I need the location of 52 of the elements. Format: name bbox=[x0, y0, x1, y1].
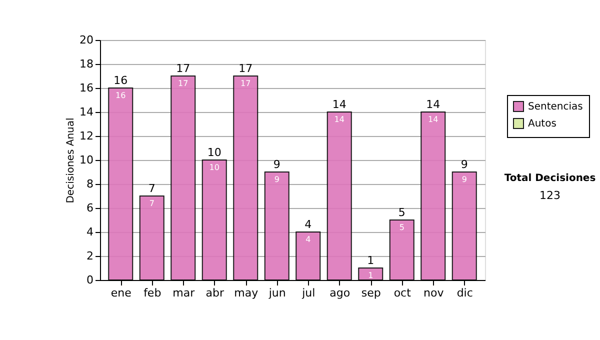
data-label: 14 bbox=[428, 115, 438, 124]
total-label: 14 bbox=[332, 98, 346, 111]
data-label: 5 bbox=[399, 223, 404, 232]
x-tick-label: jun bbox=[268, 286, 286, 300]
total-label: 1 bbox=[367, 254, 374, 267]
x-tick-label: nov bbox=[424, 286, 444, 300]
data-label: 1 bbox=[368, 271, 374, 280]
data-label: 14 bbox=[334, 115, 344, 124]
y-axis-title: Decisiones Anual bbox=[66, 118, 77, 204]
y-tick-label: 4 bbox=[86, 226, 94, 238]
y-tick-label: 12 bbox=[80, 130, 94, 142]
total-label: 17 bbox=[176, 62, 190, 75]
y-tick-label: 8 bbox=[86, 178, 94, 190]
x-tick-label: ago bbox=[330, 286, 350, 300]
total-label: 7 bbox=[148, 182, 156, 195]
total-label: 5 bbox=[398, 206, 406, 219]
y-tick-label: 16 bbox=[80, 82, 94, 94]
text: 123 bbox=[540, 189, 560, 202]
x-tick-label: sep bbox=[361, 286, 381, 300]
data-label: 9 bbox=[462, 175, 467, 184]
data-label: 10 bbox=[209, 163, 220, 172]
total-label: 14 bbox=[426, 98, 440, 111]
total-label: 9 bbox=[460, 158, 468, 171]
text: Total Decisiones bbox=[504, 173, 596, 184]
y-tick-label: 2 bbox=[86, 250, 94, 262]
data-label: 17 bbox=[178, 79, 188, 88]
legend-label: Sentencias bbox=[528, 102, 583, 112]
x-tick-label: dic bbox=[456, 286, 473, 300]
y-tick-label: 20 bbox=[80, 34, 94, 46]
data-label: 9 bbox=[274, 175, 280, 184]
y-tick-label: 0 bbox=[86, 274, 94, 286]
y-tick-label: 18 bbox=[80, 58, 94, 70]
x-tick-label: mar bbox=[172, 286, 196, 300]
y-tick-label: 14 bbox=[80, 106, 94, 118]
y-tick-label: 6 bbox=[86, 202, 94, 214]
data-label: 17 bbox=[240, 79, 251, 88]
y-tick-label: 10 bbox=[80, 154, 94, 166]
legend-label: Autos bbox=[528, 118, 556, 130]
data-label: 4 bbox=[306, 235, 311, 244]
total-label: 17 bbox=[238, 62, 253, 75]
total-label: 9 bbox=[273, 158, 280, 171]
x-tick-label: abr bbox=[206, 286, 224, 300]
x-tick-label: jul bbox=[301, 286, 316, 300]
x-tick-label: oct bbox=[394, 286, 412, 300]
x-tick-label: feb bbox=[144, 286, 162, 300]
total-label: 10 bbox=[207, 146, 222, 159]
x-tick-label: may bbox=[234, 286, 259, 300]
total-label: 16 bbox=[114, 74, 128, 87]
data-label: 16 bbox=[116, 91, 126, 100]
total-label: 4 bbox=[304, 218, 312, 231]
data-label: 7 bbox=[149, 199, 154, 208]
x-tick-label: ene bbox=[110, 286, 132, 300]
